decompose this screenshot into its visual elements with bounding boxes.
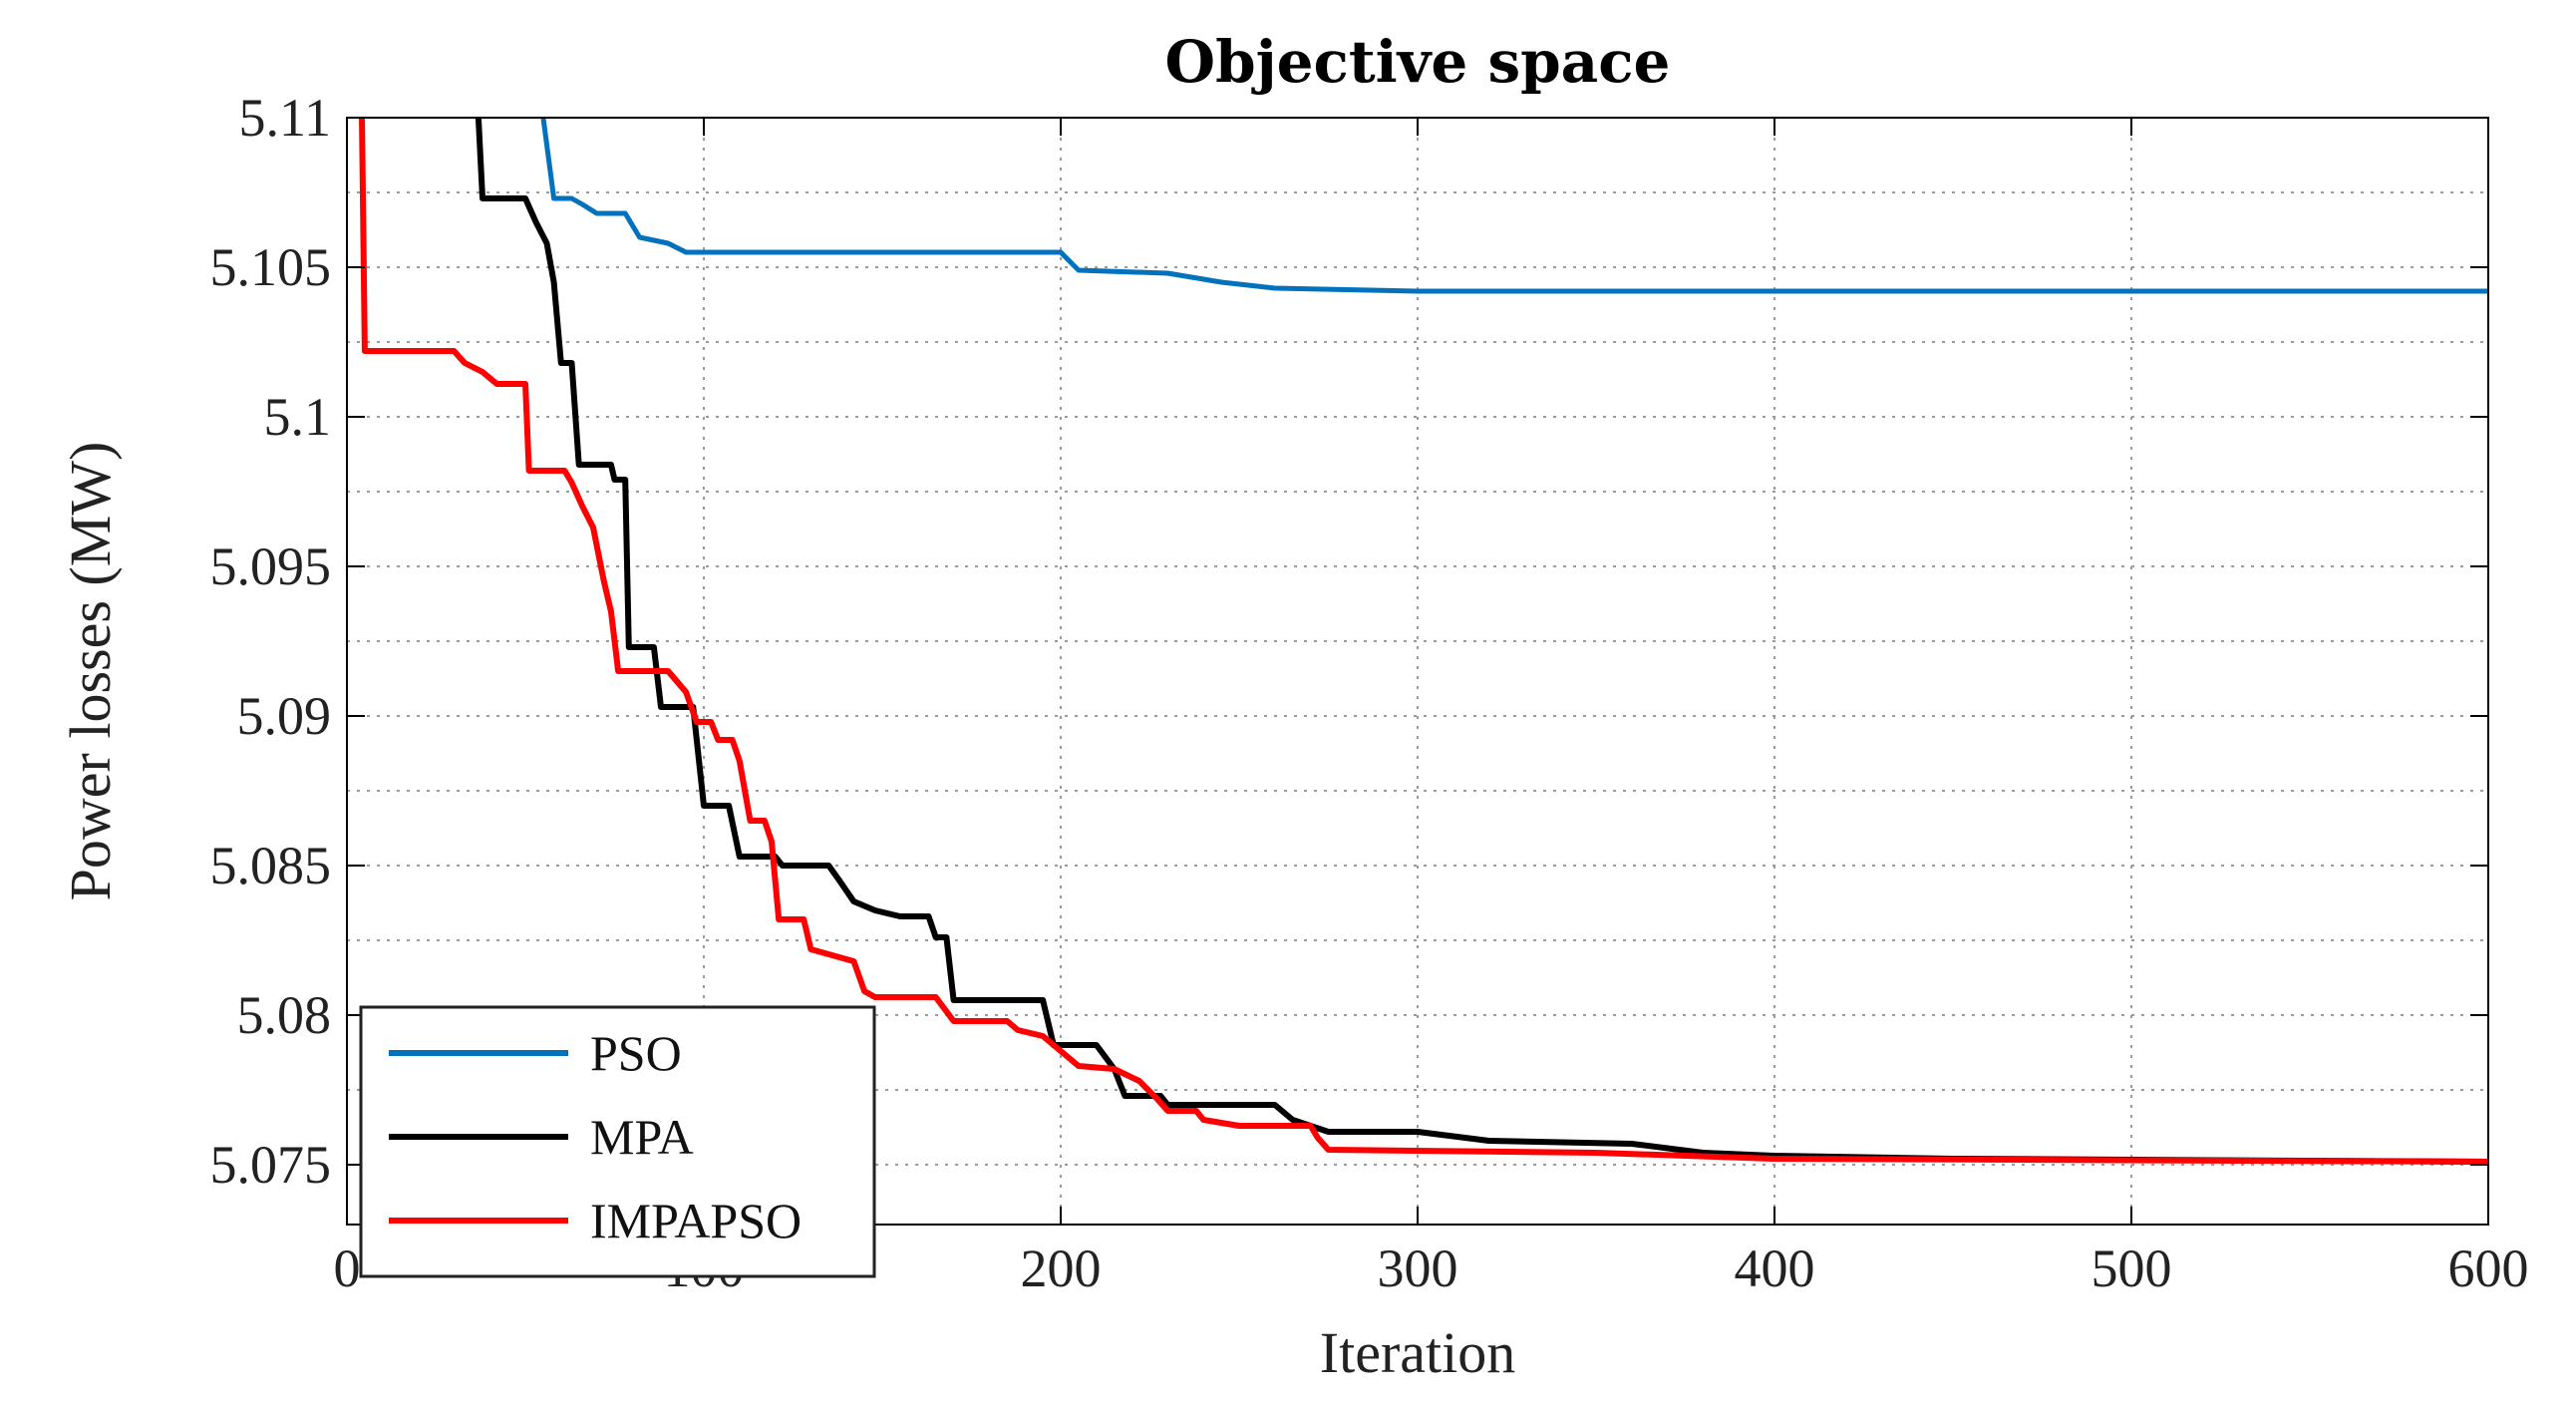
x-tick-label: 200 [1021, 1238, 1102, 1298]
y-tick-label: 5.11 [239, 88, 332, 148]
y-tick-label: 5.105 [210, 237, 332, 297]
ticks: 01002003004005006005.0755.085.0855.095.0… [210, 88, 2529, 1298]
legend: PSO MPA IMPAPSO [359, 1005, 876, 1278]
y-tick-label: 5.095 [210, 536, 332, 596]
y-axis-label: Power losses (MW) [58, 442, 123, 901]
grid [347, 118, 2488, 1225]
x-axis-label: Iteration [1320, 1320, 1515, 1385]
x-tick-label: 400 [1735, 1238, 1815, 1298]
x-tick-label: 300 [1378, 1238, 1458, 1298]
series-line-pso [540, 118, 2488, 294]
y-tick-label: 5.085 [210, 836, 332, 895]
legend-label-pso: PSO [590, 1025, 682, 1081]
y-tick-label: 5.08 [237, 985, 332, 1045]
x-tick-label: 600 [2448, 1238, 2529, 1298]
legend-label-impapso: IMPAPSO [590, 1193, 802, 1248]
y-tick-label: 5.09 [237, 686, 332, 746]
series-line-impapso [359, 118, 2488, 1165]
y-tick-label: 5.1 [264, 387, 332, 447]
y-tick-label: 5.075 [210, 1135, 332, 1195]
series-layer [359, 118, 2488, 1165]
chart-title: Objective space [1165, 28, 1671, 96]
legend-label-mpa: MPA [590, 1109, 694, 1165]
x-tick-label: 500 [2092, 1238, 2172, 1298]
x-tick-label: 0 [334, 1238, 361, 1298]
